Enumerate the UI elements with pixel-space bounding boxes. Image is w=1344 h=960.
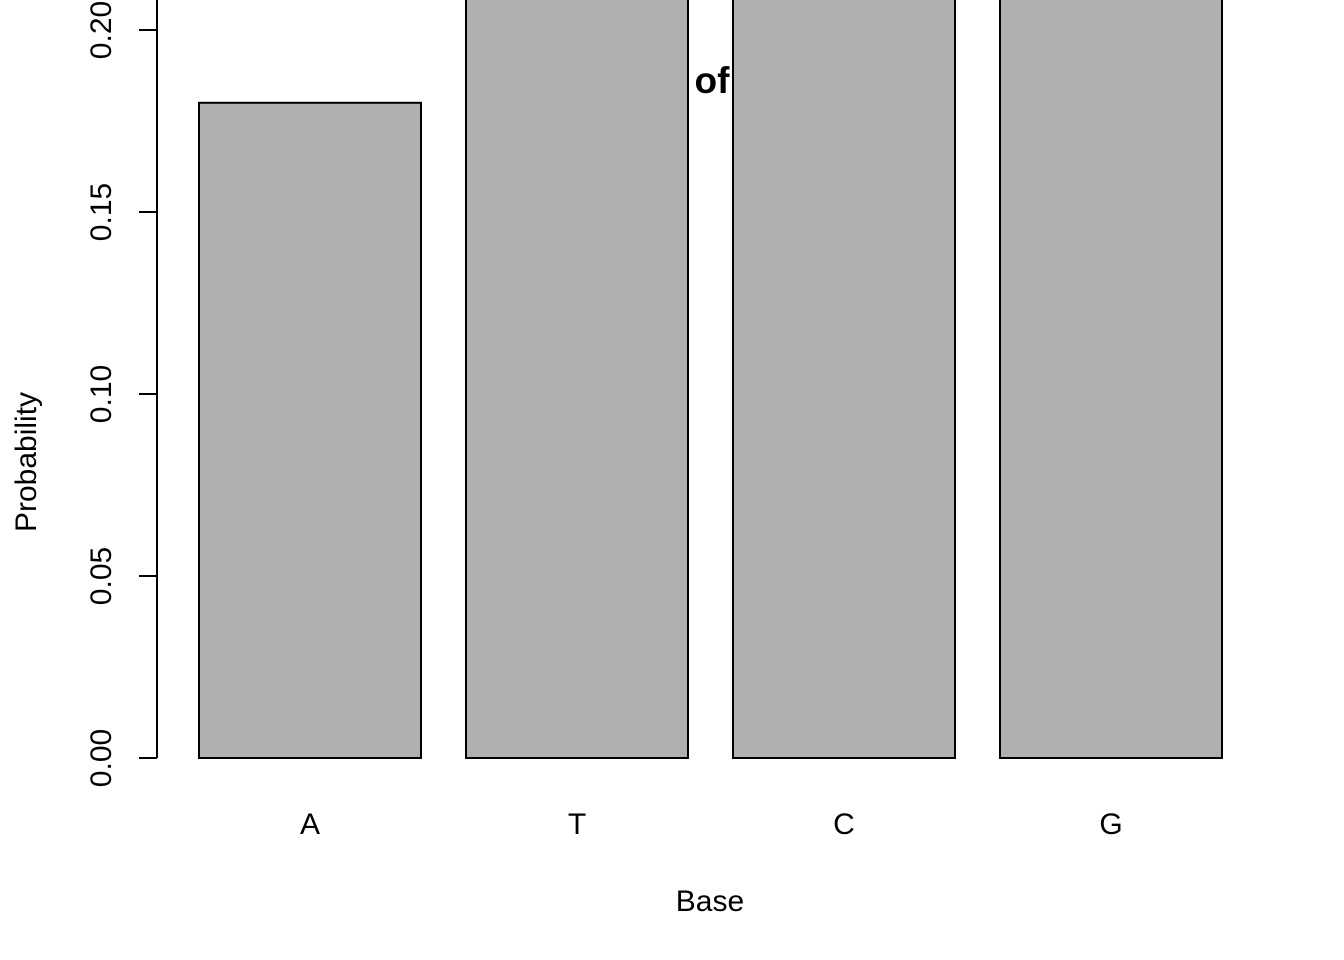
bar-A bbox=[198, 101, 422, 760]
bar-T bbox=[465, 0, 689, 759]
y-tick-label: 0.05 bbox=[85, 547, 118, 605]
x-tick-label-T: T bbox=[568, 808, 586, 841]
y-tick-label: 0.10 bbox=[85, 365, 118, 423]
bars-group bbox=[198, 0, 1223, 760]
y-tick-label: 0.00 bbox=[85, 729, 118, 787]
x-tick-label-A: A bbox=[300, 808, 320, 841]
bar-C bbox=[732, 0, 956, 759]
y-axis-title: Probability bbox=[10, 392, 43, 532]
bar-G bbox=[999, 0, 1223, 759]
x-axis-title: Base bbox=[676, 885, 744, 918]
y-axis: 0.000.050.100.150.200.250.30 bbox=[85, 0, 158, 787]
y-tick-label: 0.15 bbox=[85, 183, 118, 241]
x-tick-label-G: G bbox=[1099, 808, 1122, 841]
y-tick-label: 0.20 bbox=[85, 1, 118, 59]
x-tick-label-C: C bbox=[833, 808, 855, 841]
